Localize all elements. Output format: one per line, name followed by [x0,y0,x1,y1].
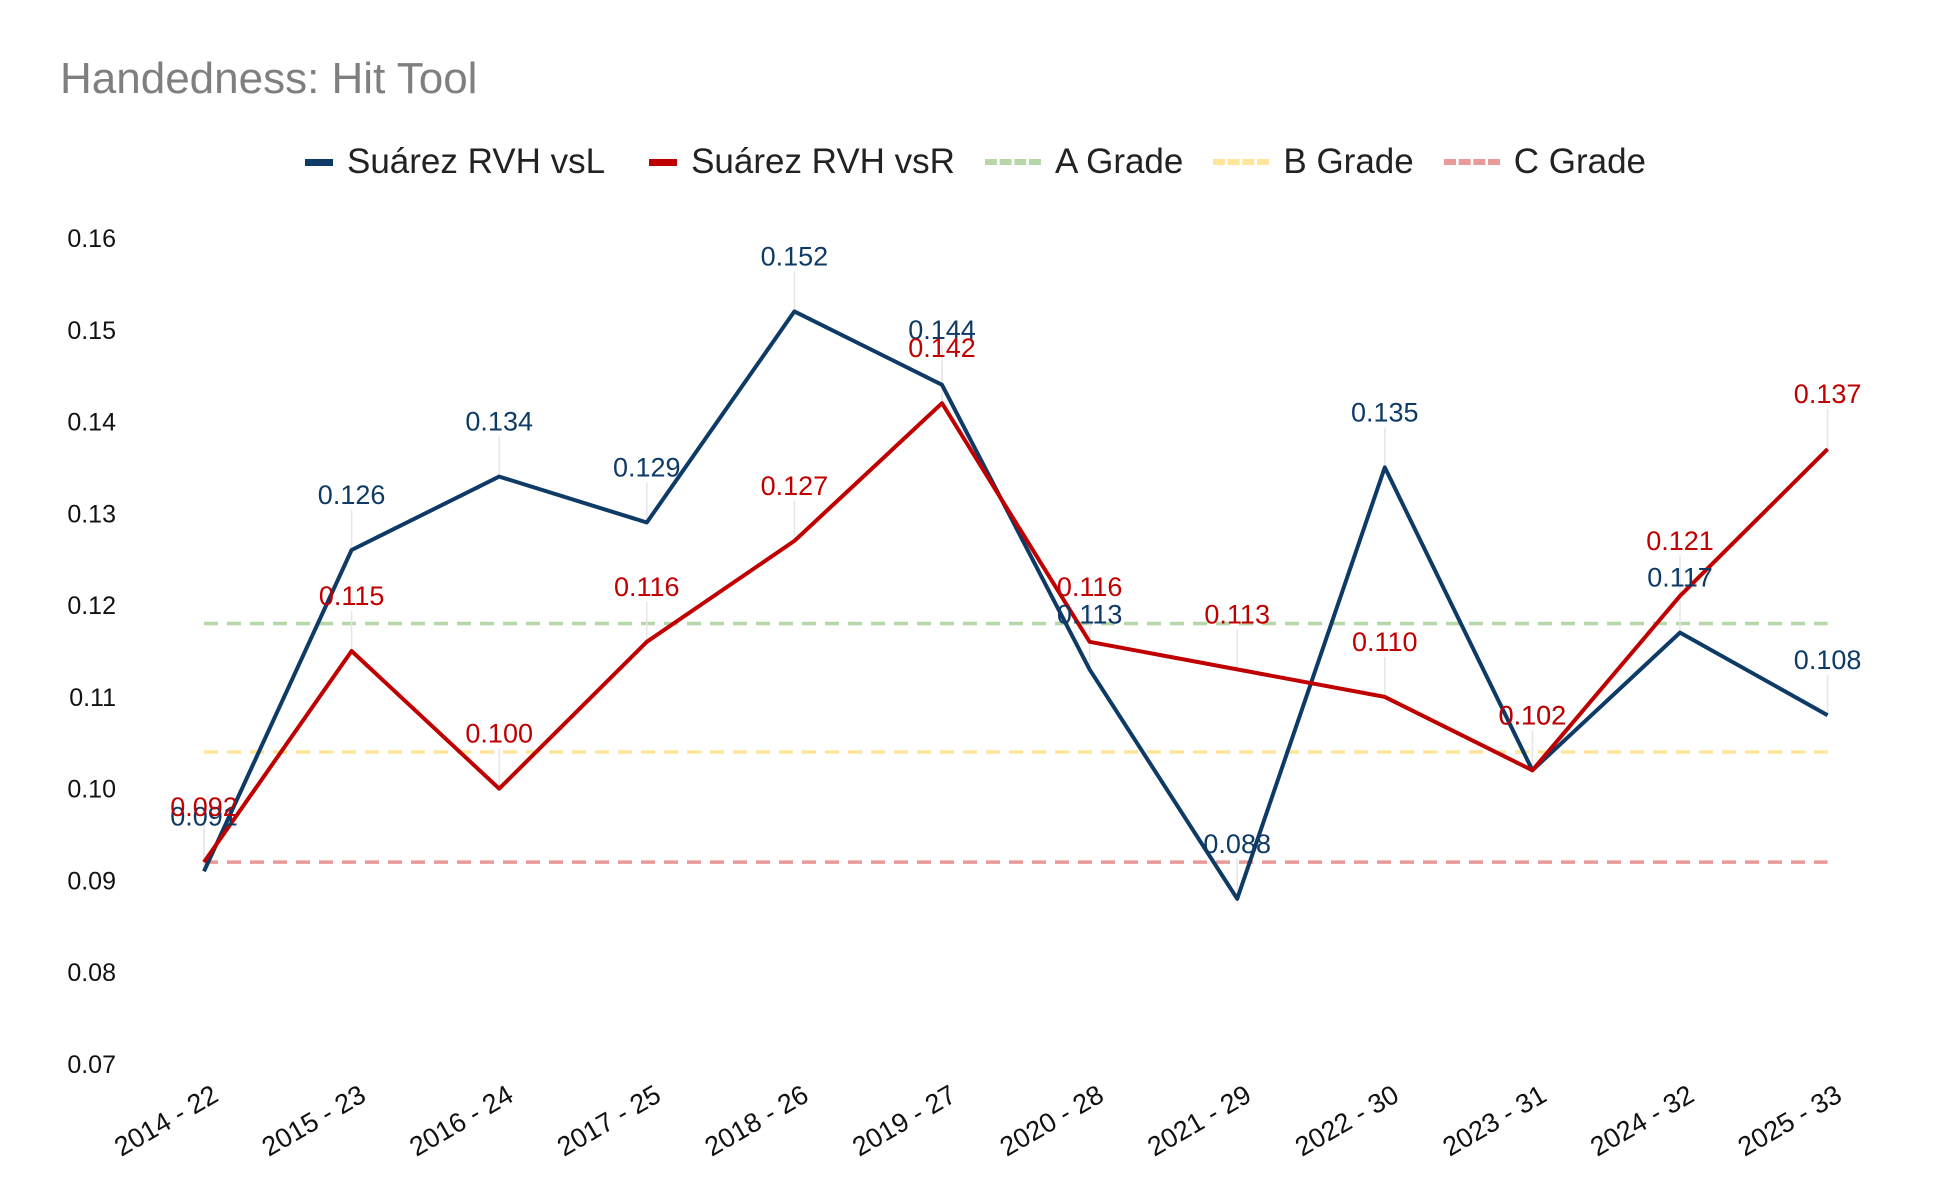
y-tick-label: 0.10 [67,776,116,804]
series-line-vsr [202,401,1830,864]
legend-swatch [304,158,333,166]
data-label-vsl: 0.102 [1499,700,1567,730]
legend-item: Suárez RVH vsL [291,142,605,182]
data-label-vsl: 0.113 [1057,599,1123,629]
data-label-vsr: 0.116 [614,572,680,602]
y-tick-label: 0.11 [69,684,116,712]
y-tick-label: 0.13 [67,500,116,528]
x-tick-label: 2025 - 33 [1733,1079,1847,1162]
data-label-vsr: 0.137 [1794,379,1862,409]
x-tick-label: 2015 - 23 [257,1079,371,1162]
data-label-vsr: 0.121 [1646,526,1714,556]
data-label-vsl: 0.135 [1351,397,1419,427]
legend-swatch [984,159,1041,165]
y-tick-label: 0.14 [67,409,116,437]
chart-legend: Suárez RVH vsL Suárez RVH vsR A Grade B Gra… [0,142,1937,182]
legend-item: Suárez RVH vsR [635,142,955,182]
data-label-vsr: 0.142 [908,333,976,363]
data-label-vsl: 0.108 [1794,645,1862,675]
x-tick-label: 2017 - 25 [552,1079,666,1162]
data-label-vsl: 0.117 [1647,563,1713,593]
data-label-vsl: 0.126 [318,480,386,510]
x-tick-label: 2024 - 32 [1585,1079,1699,1162]
legend-label: Suárez RVH vsL [346,142,606,181]
y-tick-label: 0.09 [67,867,116,895]
legend-label: B Grade [1283,142,1414,181]
data-label-vsr: 0.110 [1352,627,1418,657]
y-tick-label: 0.15 [67,317,116,345]
x-tick-label: 2014 - 22 [109,1079,223,1162]
y-tick-label: 0.07 [67,1051,116,1079]
x-tick-label: 2022 - 30 [1290,1079,1404,1162]
legend-item: A Grade [984,142,1184,182]
x-tick-label: 2019 - 27 [847,1079,961,1162]
data-label-vsr: 0.100 [465,719,533,749]
data-label-vsr: 0.092 [170,792,238,822]
data-label-vsl: 0.152 [761,241,829,271]
legend-label: Suárez RVH vsR [691,142,955,181]
legend-item: B Grade [1213,142,1414,182]
data-label-vsr: 0.113 [1204,599,1270,629]
series-line-vsl [202,309,1829,901]
x-tick-label: 2023 - 31 [1438,1079,1552,1162]
data-label-vsl: 0.129 [613,453,681,483]
y-tick-label: 0.12 [67,592,116,620]
data-label-vsr: 0.102 [1499,700,1567,730]
legend-item: C Grade [1443,142,1647,182]
legend-swatch [1213,159,1270,165]
data-label-vsl: 0.088 [1203,829,1271,859]
data-label-vsl: 0.134 [465,407,533,437]
x-tick-label: 2018 - 26 [700,1079,814,1162]
x-tick-label: 2021 - 29 [1142,1079,1256,1162]
y-tick-label: 0.08 [67,959,116,987]
data-label-vsr: 0.115 [319,581,385,611]
data-label-vsl: 0.144 [908,315,976,345]
legend-label: C Grade [1513,142,1647,181]
data-label-vsr: 0.116 [1057,572,1123,602]
chart-title: Handedness: Hit Tool [60,54,478,103]
data-label-vsl: 0.091 [170,801,238,831]
x-tick-label: 2020 - 28 [995,1079,1109,1162]
legend-swatch [1443,159,1500,165]
data-label-vsr: 0.127 [761,471,829,501]
legend-swatch [649,158,678,166]
x-tick-label: 2016 - 24 [404,1079,518,1162]
y-tick-label: 0.16 [67,225,116,253]
legend-label: A Grade [1054,142,1184,181]
